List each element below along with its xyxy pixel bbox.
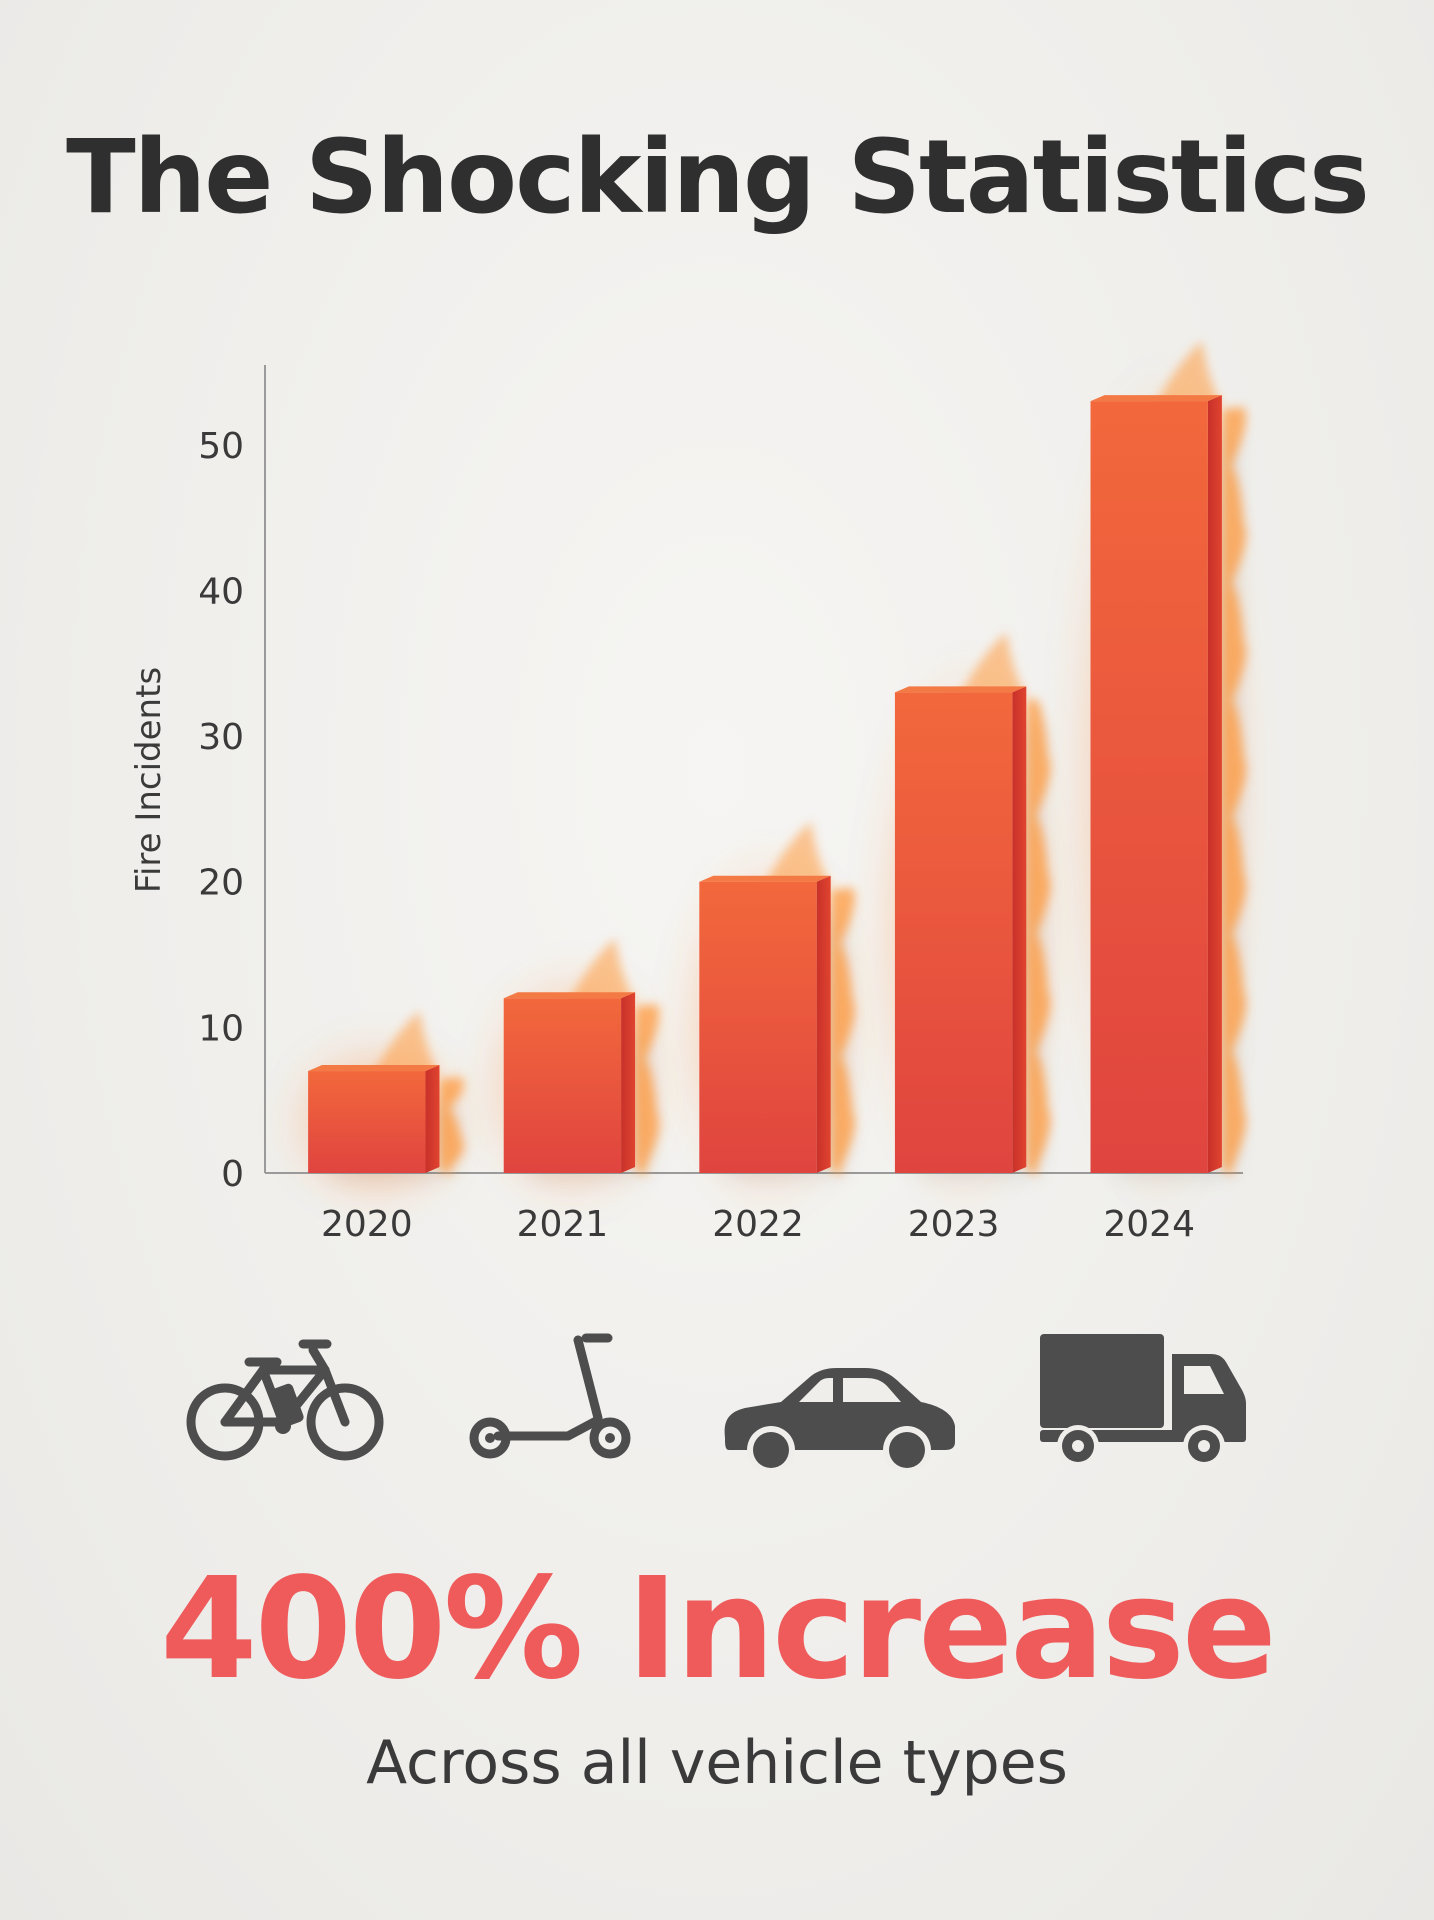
y-tick-label: 50 [198, 426, 244, 467]
bar-side [1012, 686, 1027, 1173]
bar-side [425, 1065, 440, 1173]
increase-headline: 400% Increase [160, 1548, 1277, 1711]
x-tick-label: 2020 [321, 1204, 413, 1245]
bar-top [1090, 395, 1222, 402]
bar [699, 881, 817, 1173]
x-tick-label: 2022 [712, 1204, 804, 1245]
bar-side [816, 875, 831, 1173]
bar-side [1207, 395, 1222, 1173]
bar-top [699, 875, 831, 882]
y-axis-label: Fire Incidents [129, 667, 169, 893]
bar-top [308, 1065, 440, 1072]
truck-icon [1040, 1334, 1246, 1467]
car-icon [724, 1368, 955, 1470]
x-tick-label: 2021 [517, 1204, 609, 1245]
y-tick-label: 40 [198, 571, 244, 612]
e-scooter-icon [469, 1333, 631, 1459]
e-bike-icon [186, 1339, 384, 1461]
bar-top-flame [568, 938, 636, 1003]
bar-flame [1221, 407, 1247, 1175]
y-tick-label: 0 [221, 1154, 244, 1195]
bar-top-flame [763, 821, 831, 886]
bar-top [503, 992, 636, 999]
bar-top-flame [1155, 341, 1222, 406]
bar-top [894, 686, 1027, 693]
bar-flame [830, 887, 855, 1175]
y-tick-label: 20 [198, 863, 244, 904]
x-tick-label: 2023 [908, 1204, 1000, 1245]
bar-flame [1026, 698, 1051, 1175]
page-title: The Shocking Statistics [66, 118, 1370, 237]
bar-flame [439, 1077, 464, 1175]
bar-flame [635, 1004, 660, 1175]
bar-side [621, 992, 636, 1173]
increase-subline: Across all vehicle types [366, 1728, 1068, 1798]
bar-top-flame [959, 632, 1027, 697]
bar [1090, 401, 1208, 1173]
bar [503, 998, 622, 1173]
y-tick-label: 30 [198, 717, 244, 758]
bar [308, 1071, 426, 1173]
vehicle-icons [0, 1320, 1434, 1470]
bar-top-flame [372, 1011, 440, 1076]
bar-chart: 0 10 20 30 40 50 2020 2021 2022 2023 2024 Fire In… [129, 341, 1259, 1245]
y-tick-label: 10 [198, 1008, 244, 1049]
bar [894, 692, 1013, 1173]
x-tick-label: 2024 [1103, 1204, 1195, 1245]
